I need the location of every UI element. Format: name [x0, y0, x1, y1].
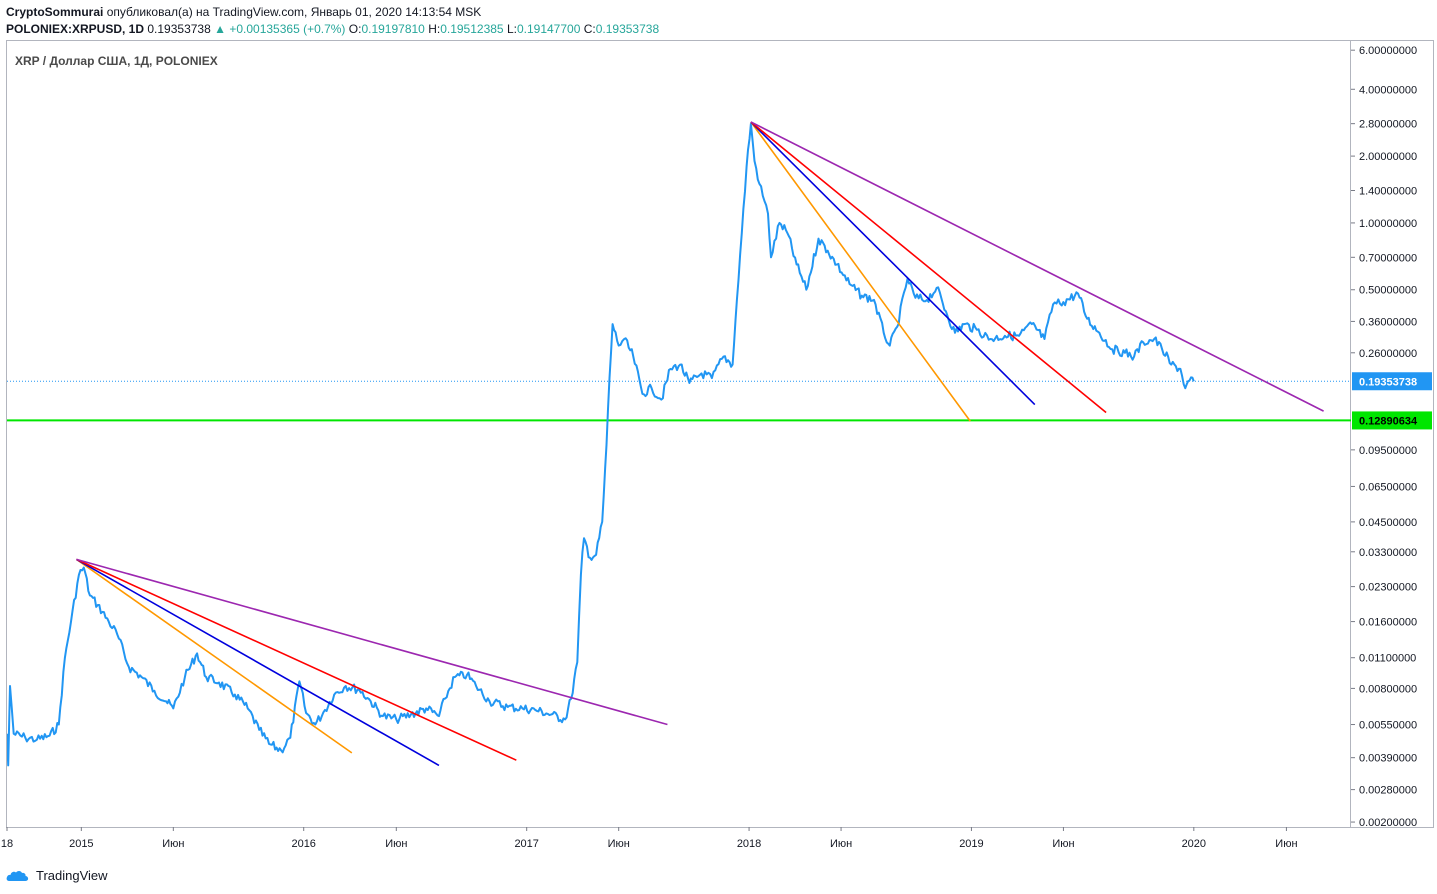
trendline-6[interactable] [750, 121, 1107, 414]
high-label: H: [428, 22, 441, 36]
open-value: 0.19197810 [361, 22, 425, 36]
close-value: 0.19353738 [595, 22, 660, 36]
y-tick-label-23: 0.00200000 [1359, 817, 1417, 829]
y-tick-label-6: 0.70000000 [1359, 252, 1417, 264]
x-tick-label-11: 2020 [1182, 838, 1206, 850]
chart-title: XRP / Доллар США, 1Д, POLONIEX [15, 54, 218, 68]
brand-label: TradingView [36, 868, 108, 883]
y-tick-label-1: 4.00000000 [1359, 84, 1417, 96]
x-tick-label-10: Июн [1052, 838, 1074, 850]
published-text: опубликовал(а) на TradingView.com, Январ… [106, 5, 482, 19]
price-label-0: 0.19353738 [1359, 376, 1417, 388]
y-tick-label-22: 0.00280000 [1359, 785, 1417, 797]
trendline-4[interactable] [750, 121, 971, 422]
price-label-box-0 [1352, 372, 1432, 391]
close-label: C: [583, 22, 596, 36]
y-tick-label-17: 0.01600000 [1359, 617, 1417, 629]
x-tick-label-6: Июн [608, 838, 630, 850]
x-tick-label-0: 18 [1, 838, 13, 850]
x-tick-label-7: 2018 [737, 838, 761, 850]
xrp-price-line[interactable] [7, 122, 1195, 767]
trendline-1[interactable] [76, 558, 440, 767]
y-tick-label-20: 0.00550000 [1359, 720, 1417, 732]
y-tick-label-16: 0.02300000 [1359, 582, 1417, 594]
low-value: 0.19147700 [516, 22, 581, 36]
y-tick-label-15: 0.03300000 [1359, 547, 1417, 559]
tradingview-logo-icon [6, 870, 29, 881]
publish-info: CryptoSommurai опубликовал(а) на Trading… [6, 5, 481, 20]
y-tick-label-8: 0.36000000 [1359, 316, 1417, 328]
price-label-1: 0.12890634 [1359, 415, 1418, 427]
last-price: 0.19353738 [147, 22, 211, 36]
y-tick-label-9: 0.26000000 [1359, 348, 1417, 360]
x-tick-label-9: 2019 [959, 838, 983, 850]
author-name[interactable]: CryptoSommurai [6, 5, 104, 19]
x-tick-label-2: Июн [162, 838, 184, 850]
trendline-7[interactable] [750, 121, 1324, 412]
price-change: ▲ +0.00135365 (+0.7%) [214, 22, 346, 36]
y-tick-label-4: 1.40000000 [1359, 185, 1417, 197]
ohlc-legend: POLONIEX:XRPUSD, 1D 0.19353738 ▲ +0.0013… [6, 22, 659, 37]
y-tick-label-2: 2.80000000 [1359, 119, 1417, 131]
y-tick-label-21: 0.00390000 [1359, 753, 1417, 765]
y-tick-label-0: 6.00000000 [1359, 45, 1417, 57]
trendline-3[interactable] [76, 558, 668, 726]
symbol-label: POLONIEX:XRPUSD, 1D [6, 22, 145, 36]
x-tick-label-1: 2015 [69, 838, 93, 850]
footer[interactable]: TradingView [6, 868, 108, 883]
open-label: O: [348, 22, 362, 36]
low-label: L: [506, 22, 517, 36]
y-tick-label-12: 0.09500000 [1359, 445, 1417, 457]
y-tick-label-3: 2.00000000 [1359, 151, 1417, 163]
y-tick-label-7: 0.50000000 [1359, 285, 1417, 297]
plot-area[interactable] [6, 40, 1351, 828]
trendline-5[interactable] [750, 121, 1036, 406]
high-value: 0.19512385 [440, 22, 504, 36]
y-tick-label-18: 0.01100000 [1359, 653, 1416, 665]
y-tick-label-5: 1.00000000 [1359, 218, 1417, 230]
x-tick-label-4: Июн [385, 838, 407, 850]
price-label-box-1 [1352, 411, 1432, 430]
y-tick-label-14: 0.04500000 [1359, 517, 1417, 529]
x-tick-label-5: 2017 [514, 838, 538, 850]
y-tick-label-19: 0.00800000 [1359, 683, 1417, 695]
trendline-2[interactable] [76, 558, 517, 761]
y-tick-label-13: 0.06500000 [1359, 481, 1417, 493]
price-axis[interactable] [1351, 40, 1434, 828]
x-tick-label-8: Июн [830, 838, 852, 850]
trendline-0[interactable] [75, 558, 353, 754]
x-tick-label-3: 2016 [291, 838, 315, 850]
x-tick-label-12: Июн [1275, 838, 1297, 850]
